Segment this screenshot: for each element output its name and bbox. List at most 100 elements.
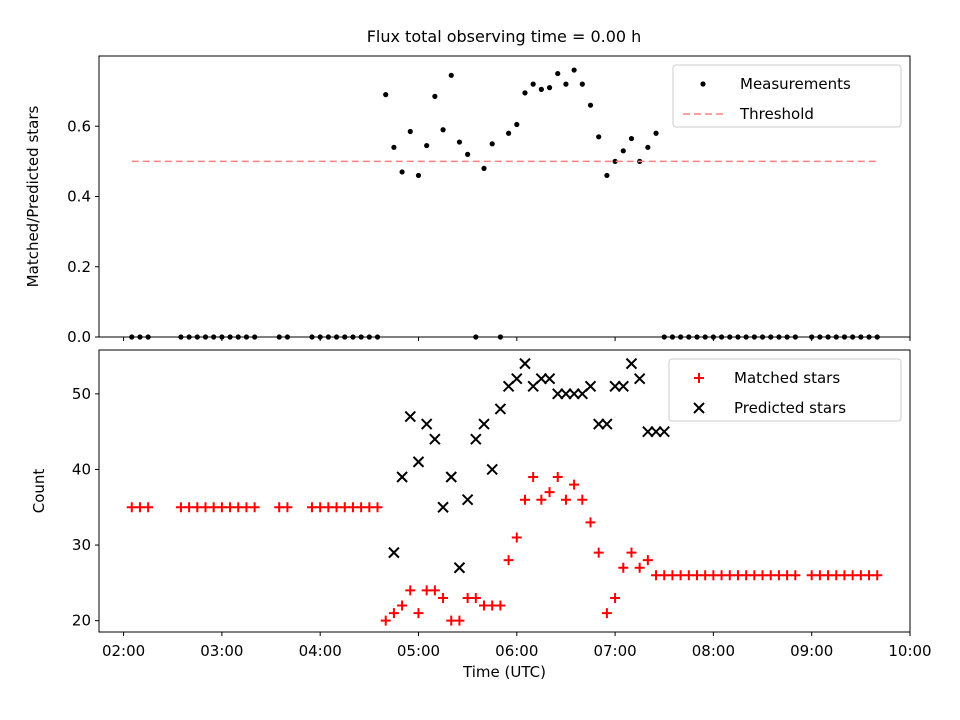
- measurement-point: [718, 334, 725, 340]
- predicted-star-point: [412, 456, 425, 468]
- measurement-point: [284, 334, 291, 340]
- measurement-point: [497, 334, 504, 340]
- measurement-point: [678, 334, 684, 340]
- measurement-point: [645, 144, 651, 150]
- matched-star-point: [552, 472, 563, 483]
- measurement-point: [333, 334, 340, 340]
- predicted-star-point: [429, 433, 441, 445]
- legend-marker: [693, 402, 705, 414]
- measurement-point: [850, 334, 856, 340]
- legend-box: [668, 358, 902, 422]
- measurement-point: [530, 81, 536, 87]
- matched-star-point: [593, 547, 604, 558]
- matched-star-point: [536, 494, 547, 505]
- measurement-point: [866, 334, 872, 340]
- measurement-point: [563, 81, 569, 87]
- bottom-panel: 02:00 03:00 04:00 05:00 06:00 07:00 08:00 09:00…: [30, 349, 932, 681]
- y-tick-label: 30: [72, 536, 91, 554]
- measurement-point: [538, 86, 544, 92]
- predicted-star-point: [470, 433, 482, 445]
- predicted-star-point: [568, 388, 580, 400]
- measurement-point: [129, 334, 135, 340]
- legend: Matched stars Predicted stars: [668, 358, 902, 422]
- matched-star-point: [372, 502, 383, 513]
- measurement-point: [759, 334, 766, 340]
- predicted-star-point: [584, 380, 597, 392]
- measurement-point: [522, 90, 528, 96]
- measurement-point: [243, 334, 250, 340]
- matched-star-point: [528, 472, 539, 483]
- x-tick-label: 10:00: [888, 642, 931, 660]
- legend-marker: [694, 373, 704, 383]
- matched-star-point: [405, 585, 416, 596]
- matched-star-point: [495, 600, 506, 611]
- legend-label: Threshold: [739, 105, 814, 123]
- measurement-point: [841, 334, 848, 340]
- series-predicted-stars: [388, 357, 670, 574]
- matched-star-point: [503, 555, 514, 566]
- predicted-star-point: [552, 388, 564, 400]
- x-tick-label: 04:00: [299, 642, 342, 660]
- measurement-point: [227, 334, 233, 340]
- measurement-point: [727, 334, 733, 340]
- measurement-point: [481, 165, 487, 171]
- predicted-star-point: [650, 425, 662, 438]
- measurement-point: [399, 169, 405, 175]
- predicted-star-point: [461, 493, 474, 506]
- legend-label: Measurements: [740, 75, 851, 93]
- matched-star-point: [560, 494, 571, 505]
- y-tick-label: 40: [72, 460, 91, 478]
- predicted-star-point: [478, 418, 490, 430]
- matched-star-point: [249, 502, 260, 513]
- measurement-point: [448, 72, 454, 78]
- predicted-star-point: [404, 410, 417, 423]
- measurement-point: [325, 334, 331, 340]
- measurement-point: [391, 144, 397, 150]
- predicted-star-point: [519, 357, 531, 370]
- measurement-point: [432, 93, 438, 99]
- measurement-point: [514, 121, 520, 128]
- matched-star-point: [470, 592, 481, 603]
- predicted-star-point: [453, 562, 466, 574]
- measurement-point: [612, 158, 618, 164]
- predicted-star-point: [437, 501, 449, 513]
- predicted-star-point: [388, 546, 400, 559]
- measurement-point: [653, 130, 659, 136]
- matched-star-point: [454, 615, 465, 626]
- measurement-point: [686, 334, 692, 340]
- series-matched-stars: [126, 472, 883, 626]
- x-tick-label: 03:00: [200, 642, 243, 660]
- measurement-point: [579, 81, 585, 87]
- legend: Measurements Threshold: [672, 64, 902, 128]
- matched-star-point: [569, 479, 580, 490]
- predicted-star-point: [592, 418, 605, 430]
- measurement-point: [571, 67, 577, 73]
- matched-star-point: [143, 502, 154, 513]
- x-tick-label: 02:00: [102, 642, 145, 660]
- matched-star-point: [413, 608, 424, 619]
- measurement-point: [874, 334, 880, 340]
- measurement-point: [309, 334, 315, 340]
- measurement-point: [628, 135, 635, 142]
- measurement-point: [751, 334, 757, 340]
- measurement-point: [178, 334, 184, 340]
- legend-box: [672, 64, 902, 128]
- measurement-point: [211, 334, 217, 340]
- measurement-point: [219, 334, 225, 340]
- measurement-point: [833, 334, 839, 340]
- matched-star-point: [282, 502, 293, 513]
- measurement-point: [465, 151, 471, 157]
- measurement-point: [858, 334, 864, 340]
- measurement-point: [825, 334, 831, 340]
- figure-title: Flux total observing time = 0.00 h: [367, 27, 642, 46]
- measurement-point: [186, 334, 192, 340]
- x-axis-label: Time (UTC): [462, 663, 546, 681]
- matched-star-point: [429, 585, 440, 596]
- matched-star-point: [618, 562, 629, 573]
- predicted-star-point: [609, 380, 621, 392]
- measurement-point: [383, 92, 389, 98]
- measurement-point: [505, 130, 512, 136]
- x-tick-label: 05:00: [397, 642, 440, 660]
- y-tick-label: 0.6: [67, 117, 91, 135]
- matched-star-point: [634, 562, 645, 573]
